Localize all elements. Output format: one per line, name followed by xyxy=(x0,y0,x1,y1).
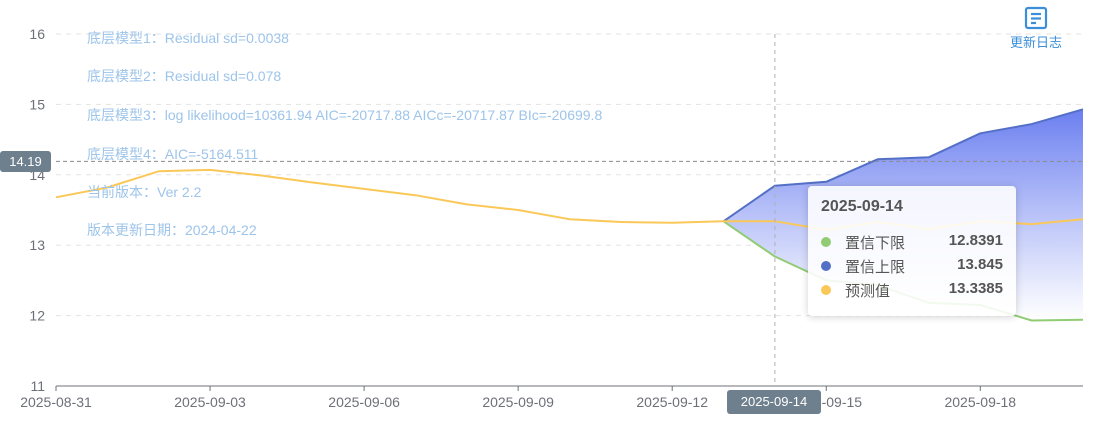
y-tick-label-12: 12 xyxy=(29,308,45,324)
x-tick-label-2025-09-06: 2025-09-06 xyxy=(328,394,400,410)
x-tick-label-2025-09-09: 2025-09-09 xyxy=(482,394,554,410)
changelog-button[interactable]: 更新日志 xyxy=(1003,6,1069,51)
tooltip-row-predicted: 预测值 13.3385 xyxy=(821,279,1003,301)
chart-tooltip: 2025-09-14 置信下限 12.8391 置信上限 13.845 预测值 … xyxy=(808,186,1016,316)
tooltip-dot-upper xyxy=(821,261,831,271)
x-tick-label-2025-09-03: 2025-09-03 xyxy=(174,394,246,410)
document-icon xyxy=(1024,6,1048,30)
changelog-label: 更新日志 xyxy=(1009,35,1062,50)
note-version: 当前版本：Ver 2.2 xyxy=(87,184,202,200)
note-model-4: 底层模型4：AIC=-5164.511 xyxy=(87,146,259,162)
cursor-y-badge: 14.19 xyxy=(0,151,51,172)
tooltip-value-lower: 12.8391 xyxy=(948,232,1003,249)
y-tick-label-13: 13 xyxy=(29,237,45,253)
tooltip-name-upper: 置信上限 xyxy=(845,259,906,276)
tooltip-name-predicted: 预测值 xyxy=(845,283,891,300)
x-tick-label-2025-08-31: 2025-08-31 xyxy=(20,394,92,410)
note-update-date: 版本更新日期：2024-04-22 xyxy=(87,222,257,238)
tooltip-row-lower: 置信下限 12.8391 xyxy=(821,231,1003,253)
note-model-3: 底层模型3：log likelihood=10361.94 AIC=-20717… xyxy=(87,107,603,123)
cursor-x-badge: 2025-09-14 xyxy=(727,390,821,414)
tooltip-name-lower: 置信下限 xyxy=(845,235,906,252)
tooltip-row-upper: 置信上限 13.845 xyxy=(821,255,1003,277)
note-model-1: 底层模型1：Residual sd=0.0038 xyxy=(87,30,289,46)
y-tick-label-16: 16 xyxy=(29,26,45,42)
tooltip-value-predicted: 13.3385 xyxy=(948,280,1003,297)
series-line-置信上限 xyxy=(722,108,1084,223)
x-tick-label-2025-09-18: 2025-09-18 xyxy=(944,394,1016,410)
y-tick-label-11: 11 xyxy=(30,378,45,394)
x-tick-label-2025-09-12: 2025-09-12 xyxy=(636,394,708,410)
y-tick-label-15: 15 xyxy=(29,96,45,112)
tooltip-title: 2025-09-14 xyxy=(821,198,903,215)
tooltip-value-upper: 13.845 xyxy=(957,256,1003,273)
note-model-2: 底层模型2：Residual sd=0.078 xyxy=(87,68,282,84)
tooltip-dot-lower xyxy=(821,237,831,247)
tooltip-dot-predicted xyxy=(821,285,831,295)
